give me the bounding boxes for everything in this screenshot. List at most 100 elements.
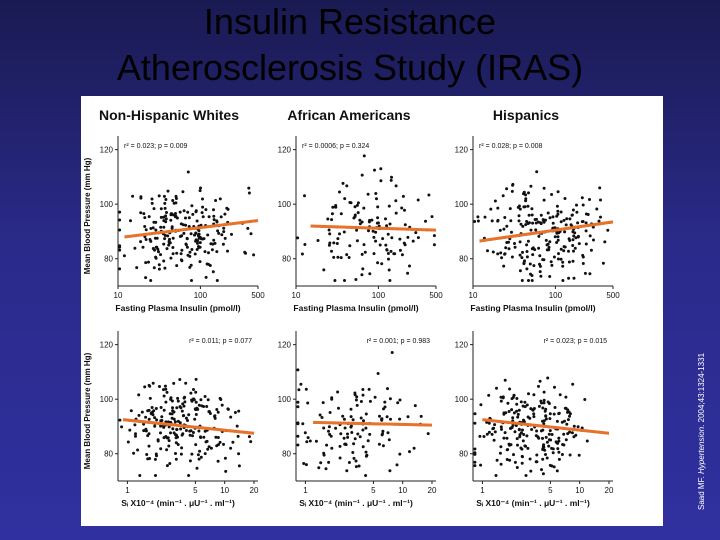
scatter-point (172, 431, 176, 435)
scatter-point (592, 238, 595, 242)
scatter-point (530, 207, 534, 211)
scatter-point (541, 436, 544, 440)
scatter-point (229, 415, 233, 419)
scatter-point (208, 410, 211, 414)
scatter-point (346, 432, 349, 436)
scatter-point (198, 241, 202, 245)
scatter-point (503, 252, 507, 256)
scatter-point (362, 206, 366, 210)
scatter-point (524, 474, 528, 477)
scatter-point (178, 235, 182, 238)
scatter-point (197, 246, 201, 249)
scatter-point (371, 229, 375, 233)
scatter-point (389, 249, 393, 253)
scatter-point (159, 447, 163, 451)
scatter-point (165, 247, 169, 251)
scatter-point (162, 225, 166, 229)
scatter-point (557, 457, 561, 461)
scatter-point (584, 221, 588, 225)
scatter-point (505, 458, 509, 461)
scatter-point (589, 248, 593, 252)
scatter-point (398, 248, 402, 252)
scatter-point (207, 262, 210, 266)
scatter-point (580, 426, 584, 430)
scatter-point (209, 446, 213, 450)
scatter-point (539, 222, 543, 226)
scatter-point (244, 251, 247, 255)
scatter-point (194, 377, 198, 381)
scatter-point (194, 443, 198, 447)
scatter-point (368, 399, 372, 403)
scatter-point (387, 257, 390, 261)
scatter-point (296, 368, 300, 372)
scatter-point (143, 235, 147, 239)
scatter-point (544, 414, 548, 418)
scatter-point (529, 469, 533, 473)
scatter-point (180, 248, 184, 252)
scatter-point (141, 245, 145, 249)
scatter-point (555, 231, 559, 235)
scatter-point (343, 197, 347, 201)
scatter-point (147, 417, 151, 421)
scatter-point (502, 227, 506, 231)
scatter-point (563, 197, 567, 200)
scatter-point (376, 205, 380, 209)
scatter-point (186, 419, 189, 422)
scatter-point (183, 400, 187, 404)
scatter-point (196, 239, 200, 243)
scatter-point (327, 425, 331, 429)
scatter-point (359, 416, 363, 420)
scatter-point (528, 416, 532, 420)
scatter-point (296, 434, 300, 438)
scatter-point (319, 461, 323, 465)
scatter-point (168, 237, 171, 241)
scatter-point (352, 216, 356, 220)
scatter-point (175, 216, 179, 220)
scatter-point (332, 255, 336, 259)
scatter-point (424, 219, 427, 223)
scatter-point (499, 462, 503, 466)
scatter-point (548, 240, 552, 244)
scatter-point (378, 414, 381, 418)
scatter-point (299, 382, 303, 386)
scatter-point (573, 246, 577, 250)
scatter-point (332, 241, 336, 245)
scatter-point (416, 236, 420, 240)
scatter-point (355, 228, 359, 232)
y-tick-label-1-2-100: 100 (455, 395, 469, 404)
scatter-point (377, 442, 381, 446)
scatter-point (518, 435, 522, 439)
scatter-point (164, 214, 168, 218)
scatter-point (499, 425, 503, 429)
scatter-point (330, 446, 334, 450)
scatter-point (151, 247, 155, 250)
scatter-point (134, 432, 137, 436)
scatter-point (544, 238, 548, 242)
scatter-point (408, 264, 411, 268)
scatter-point (171, 236, 175, 240)
scatter-point (178, 210, 182, 214)
y-tick-label-0-2-80: 80 (459, 255, 468, 264)
scatter-point (426, 432, 430, 436)
scatter-point (223, 236, 227, 240)
scatter-point (606, 228, 610, 232)
scatter-point (170, 412, 174, 416)
scatter-point (184, 416, 188, 420)
scatter-point (538, 254, 542, 258)
scatter-point (557, 252, 560, 256)
scatter-point (521, 439, 525, 443)
scatter-point (166, 234, 170, 238)
y-tick-label-1-1-100: 100 (278, 395, 292, 404)
scatter-point (545, 456, 549, 460)
scatter-point (550, 263, 554, 267)
scatter-point (167, 243, 171, 247)
scatter-point (380, 262, 384, 266)
scatter-point (203, 250, 207, 254)
scatter-point (194, 390, 198, 394)
scatter-point (149, 279, 153, 282)
scatter-point (144, 228, 148, 232)
scatter-point (144, 261, 148, 265)
scatter-point (118, 267, 122, 271)
scatter-point (193, 233, 196, 237)
scatter-point (386, 252, 390, 255)
